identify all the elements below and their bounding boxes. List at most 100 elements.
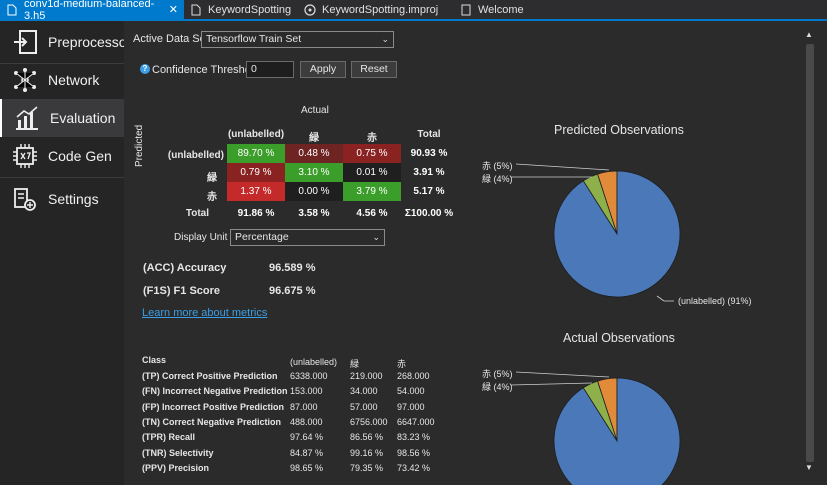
accuracy-value: 96.589 % bbox=[269, 262, 316, 274]
class-metric-value: 98.56 % bbox=[397, 447, 431, 458]
divider bbox=[0, 63, 124, 64]
class-metric-value: 34.000 bbox=[350, 386, 378, 397]
chevron-down-icon: ⌄ bbox=[372, 232, 380, 242]
dataset-value: Tensorflow Train Set bbox=[206, 33, 302, 45]
tab-project[interactable]: KeywordSpotting.improj bbox=[298, 0, 454, 19]
scroll-down-icon[interactable]: ▼ bbox=[805, 463, 813, 472]
sidebar-item-label: Settings bbox=[48, 191, 99, 207]
sidebar-item-settings[interactable]: Settings bbox=[0, 180, 124, 218]
settings-icon bbox=[12, 186, 38, 212]
class-metric-value: 6338.000 bbox=[290, 371, 328, 381]
row-total: 5.17 % bbox=[413, 186, 445, 197]
matrix-cell: 0.48 % bbox=[285, 144, 343, 163]
evaluation-icon bbox=[14, 105, 40, 131]
column-header: 緑 bbox=[309, 133, 319, 144]
class-metric-label: (FP) Incorrect Positive Prediction bbox=[142, 401, 285, 412]
class-metric-value: 97.000 bbox=[397, 401, 425, 412]
column-header: (unlabelled) bbox=[227, 129, 285, 140]
actual-pie-chart bbox=[553, 377, 681, 485]
matrix-cell: 3.79 % bbox=[343, 182, 401, 201]
sidebar-item-evaluation[interactable]: Evaluation bbox=[0, 99, 124, 137]
display-unit-value: Percentage bbox=[235, 231, 289, 243]
threshold-label: Confidence Threshold bbox=[152, 64, 260, 76]
row-header: (unlabelled) bbox=[167, 150, 224, 161]
row-total: 90.93 % bbox=[410, 148, 448, 159]
class-metric-label: (FN) Incorrect Negative Prediction bbox=[142, 386, 288, 397]
class-metric-value: 73.42 % bbox=[397, 462, 431, 473]
pie-label: (unlabelled) (91%) bbox=[678, 296, 752, 306]
class-header: Class bbox=[142, 355, 167, 365]
matrix-cell: 0.01 % bbox=[343, 163, 401, 182]
class-metric-label: (TP) Correct Positive Prediction bbox=[142, 371, 278, 381]
class-column-header: (unlabelled) bbox=[290, 357, 338, 367]
class-metric-value: 488.000 bbox=[290, 416, 323, 427]
divider bbox=[0, 177, 124, 178]
evaluation-panel: Active Data Set Tensorflow Train Set ⌄ ?… bbox=[124, 21, 827, 485]
class-metric-label: (TNR) Selectivity bbox=[142, 447, 214, 458]
sidebar-item-preprocessor[interactable]: Preprocessor bbox=[0, 23, 131, 61]
help-icon[interactable]: ? bbox=[140, 64, 150, 74]
sidebar-item-code-gen[interactable]: Code Gen bbox=[0, 137, 124, 175]
reset-button[interactable]: Reset bbox=[351, 61, 397, 78]
sidebar: Preprocessor Network Evaluation Code Gen bbox=[0, 21, 131, 485]
class-metric-value: 54.000 bbox=[397, 386, 425, 397]
threshold-value: 0 bbox=[251, 63, 257, 75]
close-icon[interactable]: ✕ bbox=[168, 4, 178, 16]
chevron-down-icon: ⌄ bbox=[381, 34, 389, 44]
threshold-input[interactable]: 0 bbox=[246, 61, 294, 78]
display-unit-select[interactable]: Percentage ⌄ bbox=[230, 229, 385, 246]
class-metric-value: 57.000 bbox=[350, 401, 378, 412]
sidebar-item-network[interactable]: Network bbox=[0, 61, 124, 99]
class-metric-value: 268.000 bbox=[397, 371, 430, 381]
tab-label: KeywordSpotting bbox=[208, 3, 292, 16]
welcome-icon bbox=[460, 4, 472, 16]
sidebar-item-label: Evaluation bbox=[50, 110, 116, 126]
class-metric-value: 84.87 % bbox=[290, 447, 324, 458]
pie-label: 緑 (4%) bbox=[482, 382, 513, 392]
learn-more-link[interactable]: Learn more about metrics bbox=[142, 307, 268, 319]
tab-model-file[interactable]: conv1d-medium-balanced-3.h5 ✕ bbox=[0, 0, 184, 22]
class-metric-value: 97.64 % bbox=[290, 432, 324, 443]
code-gen-icon bbox=[12, 143, 38, 169]
sidebar-item-label: Code Gen bbox=[48, 148, 112, 164]
predicted-chart-title: Predicted Observations bbox=[554, 123, 684, 137]
tab-label: conv1d-medium-balanced-3.h5 bbox=[24, 0, 155, 22]
dataset-label: Active Data Set bbox=[133, 33, 209, 45]
column-total: 91.86 % bbox=[237, 208, 275, 219]
tab-welcome[interactable]: Welcome bbox=[454, 0, 544, 19]
class-metric-value: 86.56 % bbox=[350, 432, 384, 443]
class-column-header: 赤 bbox=[397, 359, 407, 369]
vertical-scrollbar[interactable]: ▲ ▼ bbox=[803, 30, 817, 476]
pie-label: 赤 (5%) bbox=[482, 161, 513, 171]
matrix-cell: 3.10 % bbox=[285, 163, 343, 182]
matrix-cell: 1.37 % bbox=[227, 182, 285, 201]
pie-slice bbox=[553, 170, 681, 298]
matrix-cell: 0.00 % bbox=[285, 182, 343, 201]
column-total: 4.56 % bbox=[356, 208, 388, 219]
network-icon bbox=[12, 67, 38, 93]
apply-button[interactable]: Apply bbox=[300, 61, 346, 78]
predicted-axis-label: Predicted bbox=[134, 124, 145, 167]
preprocessor-icon bbox=[12, 29, 38, 55]
scroll-thumb[interactable] bbox=[806, 44, 814, 462]
dataset-select[interactable]: Tensorflow Train Set ⌄ bbox=[201, 31, 394, 48]
class-metric-value: 79.35 % bbox=[350, 462, 384, 473]
class-metric-value: 83.23 % bbox=[397, 432, 431, 443]
tab-keywordspotting[interactable]: KeywordSpotting bbox=[184, 0, 298, 19]
class-column-header: 緑 bbox=[350, 359, 360, 369]
class-metric-value: 99.16 % bbox=[350, 447, 384, 458]
file-icon bbox=[190, 4, 202, 16]
display-unit-label: Display Unit bbox=[174, 232, 228, 243]
grand-total: Σ100.00 % bbox=[404, 208, 454, 219]
row-header: Total bbox=[185, 208, 209, 219]
class-metric-value: 6647.000 bbox=[397, 416, 435, 427]
f1-label: (F1S) F1 Score bbox=[143, 285, 221, 297]
class-metric-value: 98.65 % bbox=[290, 462, 324, 473]
sidebar-item-label: Preprocessor bbox=[48, 34, 132, 50]
matrix-cell: 0.75 % bbox=[343, 144, 401, 163]
class-metric-value: 219.000 bbox=[350, 371, 383, 381]
scroll-up-icon[interactable]: ▲ bbox=[805, 30, 813, 39]
pie-leader-lines bbox=[510, 163, 674, 386]
sidebar-item-label: Network bbox=[48, 72, 100, 88]
